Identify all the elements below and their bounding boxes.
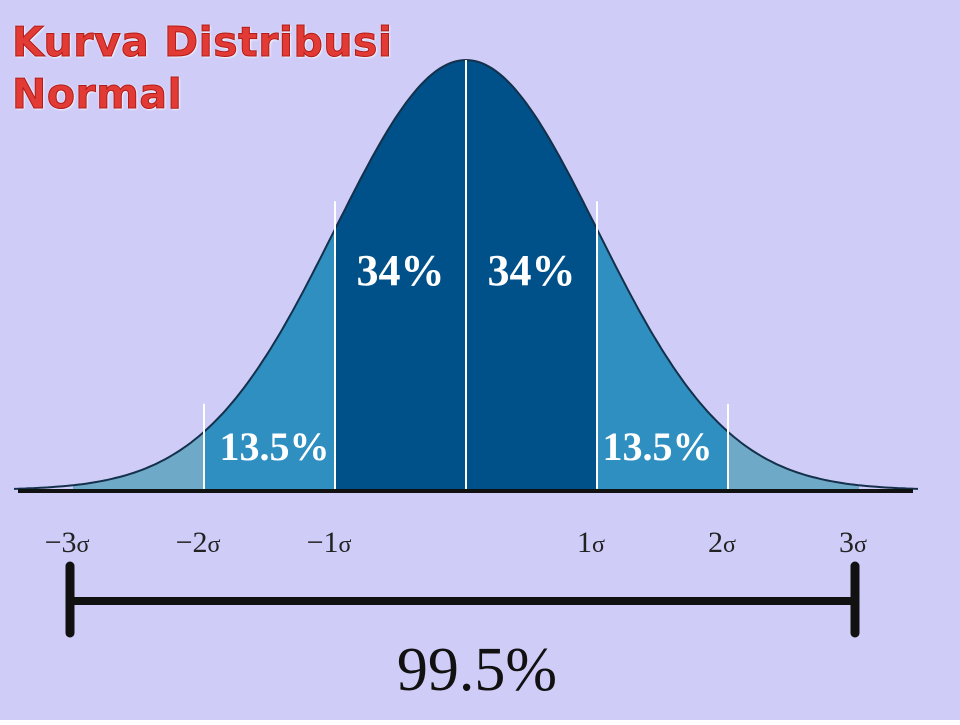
tick-label: −1σ — [307, 526, 352, 559]
band-labels: 13.5% 34% 34% 13.5% — [220, 246, 713, 469]
slide-title-line2: Normal — [12, 70, 183, 119]
tick-label: 2σ — [708, 526, 736, 559]
slide-title: Kurva Distribusi Normal — [12, 16, 432, 120]
tick-label: 3σ — [839, 526, 867, 559]
band-label: 34% — [357, 246, 445, 295]
tick-labels: −3σ −2σ −1σ 1σ 2σ 3σ — [45, 526, 867, 559]
band-1 — [73, 431, 204, 490]
bracket-label: 99.5% — [397, 636, 557, 704]
slide-title-line1: Kurva Distribusi — [12, 18, 393, 67]
band-label: 13.5% — [603, 424, 713, 469]
range-bracket: 99.5% — [65, 561, 860, 704]
band-6 — [728, 431, 859, 490]
tick-label: −3σ — [45, 526, 90, 559]
tick-label: −2σ — [176, 526, 221, 559]
band-label: 13.5% — [220, 424, 330, 469]
band-label: 34% — [488, 246, 576, 295]
sigma-dividers — [203, 60, 729, 490]
tick-label: 1σ — [577, 526, 605, 559]
